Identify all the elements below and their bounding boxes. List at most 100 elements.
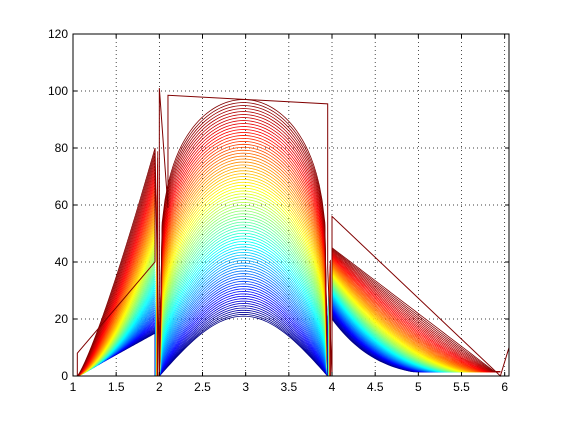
curve-27-segment-1: [158, 249, 329, 377]
curve-59-segment-1: [158, 158, 329, 377]
curve-66-segment-2: [331, 259, 501, 373]
curve-79-segment-2: [331, 247, 501, 373]
curve-6-segment-1: [158, 303, 329, 377]
curve-40-segment-1: [158, 213, 329, 377]
curve-56-segment-1: [158, 167, 329, 377]
curve-67-segment-2: [331, 258, 501, 373]
x-tick-label-3: 2.5: [194, 380, 211, 394]
x-tick-label-0: 1: [70, 380, 77, 394]
curve-75-segment-1: [158, 111, 329, 377]
curve-55-segment-1: [158, 170, 329, 377]
curve-19-segment-1: [158, 270, 329, 377]
curve-75-segment-2: [331, 251, 501, 373]
curve-2-segment-1: [159, 311, 328, 377]
curve-78-segment-0: [77, 151, 156, 377]
curve-77-segment-2: [331, 249, 501, 373]
curve-76-segment-1: [158, 108, 329, 377]
y-tick-label-6: 120: [48, 27, 68, 41]
curve-73-segment-1: [158, 117, 329, 377]
x-tick-label-7: 4.5: [367, 380, 384, 394]
curve-62-segment-1: [158, 149, 329, 377]
curve-48-segment-1: [158, 190, 329, 377]
curve-78-segment-2: [331, 248, 501, 373]
data-curves: [77, 99, 501, 377]
curve-57-segment-1: [158, 164, 329, 377]
curve-71-segment-1: [158, 123, 329, 377]
curve-16-segment-1: [158, 278, 329, 377]
y-tick-label-2: 40: [55, 255, 69, 269]
curve-72-segment-1: [158, 120, 329, 377]
curve-21-segment-1: [158, 265, 329, 377]
curve-3-segment-1: [159, 309, 329, 377]
curve-45-segment-1: [158, 199, 329, 377]
x-tick-label-9: 5.5: [453, 380, 470, 394]
curve-61-segment-2: [331, 263, 501, 373]
curve-51-segment-1: [158, 181, 329, 377]
x-tick-label-1: 1.5: [108, 380, 125, 394]
y-tick-label-1: 20: [55, 312, 69, 326]
curve-14-segment-1: [158, 283, 329, 377]
curve-30-segment-1: [158, 241, 329, 377]
curve-64-segment-2: [331, 261, 501, 373]
curve-64-segment-1: [158, 143, 329, 377]
curve-63-segment-1: [158, 146, 329, 377]
curve-36-segment-1: [158, 224, 329, 377]
curve-33-segment-1: [158, 232, 329, 377]
curve-75-segment-0: [77, 160, 156, 377]
curve-74-segment-1: [158, 114, 329, 377]
curve-32-segment-1: [158, 235, 329, 377]
curve-58-segment-1: [158, 161, 329, 377]
curve-69-segment-1: [158, 129, 329, 377]
curve-20-segment-1: [158, 267, 329, 377]
curve-28-segment-1: [158, 246, 329, 377]
curve-69-segment-2: [331, 256, 501, 373]
curve-24-segment-1: [158, 257, 329, 377]
x-tick-label-5: 3.5: [280, 380, 297, 394]
curve-78-segment-1: [158, 102, 329, 377]
x-tick-label-8: 5: [415, 380, 422, 394]
curve-77-segment-0: [77, 154, 156, 377]
curve-76-segment-0: [77, 157, 156, 377]
curve-60-segment-1: [158, 155, 329, 377]
curve-8-segment-1: [158, 298, 329, 377]
curve-17-segment-1: [158, 275, 329, 377]
curve-39-segment-1: [158, 216, 329, 377]
y-tick-label-0: 0: [61, 369, 68, 383]
curve-74-segment-0: [77, 164, 156, 377]
curve-65-segment-1: [158, 140, 329, 377]
x-tick-label-2: 2: [156, 380, 163, 394]
curve-70-segment-1: [158, 126, 329, 377]
curve-52-segment-1: [158, 179, 329, 377]
curve-10-segment-1: [158, 293, 329, 377]
curve-5-segment-1: [159, 305, 329, 377]
curve-77-segment-1: [158, 105, 329, 377]
curve-53-segment-1: [158, 176, 329, 377]
x-tick-label-4: 3: [242, 380, 249, 394]
curve-41-segment-1: [158, 210, 329, 377]
curve-38-segment-1: [158, 218, 329, 377]
curve-68-segment-1: [158, 132, 329, 377]
curve-15-segment-1: [158, 280, 329, 377]
x-tick-label-6: 4: [329, 380, 336, 394]
curve-13-segment-1: [158, 285, 329, 377]
curve-76-segment-2: [331, 250, 501, 373]
outline-curve: [73, 88, 510, 377]
curve-0-segment-1: [159, 315, 328, 377]
curve-47-segment-1: [158, 193, 329, 377]
curve-46-segment-1: [158, 196, 329, 377]
curve-29-segment-1: [158, 243, 329, 377]
curve-54-segment-1: [158, 173, 329, 377]
curve-71-segment-2: [331, 254, 501, 373]
curve-7-segment-1: [158, 300, 329, 377]
curve-74-segment-2: [331, 251, 501, 373]
curve-73-segment-0: [77, 167, 156, 377]
curve-72-segment-2: [331, 253, 501, 373]
y-tick-label-5: 100: [48, 84, 68, 98]
curve-62-segment-2: [331, 262, 501, 373]
curve-65-segment-2: [331, 260, 501, 373]
curve-23-segment-1: [158, 260, 329, 377]
curve-73-segment-2: [331, 252, 501, 373]
curve-18-segment-1: [158, 273, 329, 377]
